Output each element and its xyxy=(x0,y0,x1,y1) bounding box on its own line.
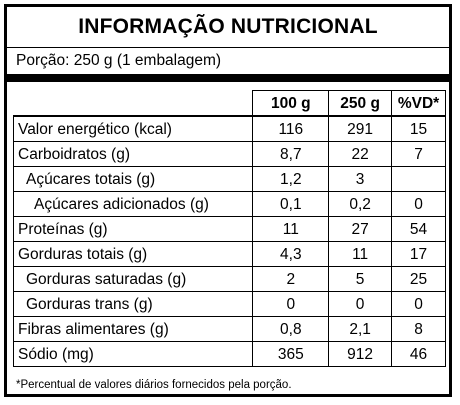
row-value-100g: 11 xyxy=(252,216,330,242)
row-value-100g: 0,1 xyxy=(252,191,330,217)
column-header-250g: 250 g xyxy=(328,90,393,117)
row-value-100g: 365 xyxy=(252,341,330,367)
header-blank-cell xyxy=(13,90,254,117)
row-value-vd: 0 xyxy=(391,291,446,317)
row-value-250g: 3 xyxy=(328,166,393,192)
row-name-saturated-fat: Gorduras saturadas (g) xyxy=(12,266,254,292)
row-value-100g: 2 xyxy=(252,266,330,292)
row-value-250g: 0 xyxy=(328,291,393,317)
row-value-250g: 912 xyxy=(328,341,393,367)
nutrition-facts-label: INFORMAÇÃO NUTRICIONAL Porção: 250 g (1 … xyxy=(4,4,452,397)
row-name-sodium: Sódio (mg) xyxy=(12,341,254,367)
row-name-carbs: Carboidratos (g) xyxy=(12,141,254,167)
column-header-vd: %VD* xyxy=(391,90,446,117)
table-row: Açúcares adicionados (g) 0,1 0,2 0 xyxy=(12,191,446,217)
table-row: Valor energético (kcal) 116 291 15 xyxy=(12,115,446,142)
row-name-proteins: Proteínas (g) xyxy=(12,216,254,242)
table-header-row: 100 g 250 g %VD* xyxy=(13,90,446,117)
row-value-100g: 116 xyxy=(252,115,330,142)
row-value-250g: 5 xyxy=(328,266,393,292)
row-value-vd: 15 xyxy=(391,115,446,142)
table-row: Gorduras saturadas (g) 2 5 25 xyxy=(12,266,446,292)
table-row: Açúcares totais (g) 1,2 3 xyxy=(12,166,446,192)
row-value-250g: 2,1 xyxy=(328,316,393,342)
row-value-100g: 0,8 xyxy=(252,316,330,342)
row-value-vd: 7 xyxy=(391,141,446,167)
row-value-250g: 11 xyxy=(328,241,393,267)
row-name-fiber: Fibras alimentares (g) xyxy=(12,316,254,342)
table-row: Proteínas (g) 11 27 54 xyxy=(12,216,446,242)
row-value-250g: 291 xyxy=(328,115,393,142)
column-header-100g: 100 g xyxy=(252,90,330,117)
portion-text: Porção: 250 g (1 embalagem) xyxy=(16,52,222,69)
row-value-vd: 25 xyxy=(391,266,446,292)
title-divider xyxy=(7,47,449,48)
row-value-vd: 54 xyxy=(391,216,446,242)
table-row: Fibras alimentares (g) 0,8 2,1 8 xyxy=(12,316,446,342)
row-value-vd: 46 xyxy=(391,341,446,367)
row-name-added-sugars: Açúcares adicionados (g) xyxy=(12,191,254,217)
row-value-100g: 8,7 xyxy=(252,141,330,167)
footnote: *Percentual de valores diários fornecido… xyxy=(16,379,292,391)
label-title: INFORMAÇÃO NUTRICIONAL xyxy=(78,15,378,38)
row-value-vd xyxy=(391,166,446,192)
row-value-100g: 0 xyxy=(252,291,330,317)
row-value-vd: 17 xyxy=(391,241,446,267)
thick-divider xyxy=(7,74,449,82)
row-name-total-sugars: Açúcares totais (g) xyxy=(12,166,254,192)
row-value-vd: 8 xyxy=(391,316,446,342)
row-value-100g: 4,3 xyxy=(252,241,330,267)
row-value-250g: 22 xyxy=(328,141,393,167)
row-name-trans-fat: Gorduras trans (g) xyxy=(12,291,254,317)
table-row: Sódio (mg) 365 912 46 xyxy=(12,341,446,367)
row-value-250g: 27 xyxy=(328,216,393,242)
table-row: Gorduras totais (g) 4,3 11 17 xyxy=(12,241,446,267)
table-row: Carboidratos (g) 8,7 22 7 xyxy=(12,141,446,167)
row-value-250g: 0,2 xyxy=(328,191,393,217)
row-value-100g: 1,2 xyxy=(252,166,330,192)
table-row: Gorduras trans (g) 0 0 0 xyxy=(12,291,446,317)
row-value-vd: 0 xyxy=(391,191,446,217)
row-name-energy: Valor energético (kcal) xyxy=(12,115,254,142)
nutrition-table: 100 g 250 g %VD* Valor energético (kcal)… xyxy=(12,90,446,367)
row-name-total-fat: Gorduras totais (g) xyxy=(12,241,254,267)
